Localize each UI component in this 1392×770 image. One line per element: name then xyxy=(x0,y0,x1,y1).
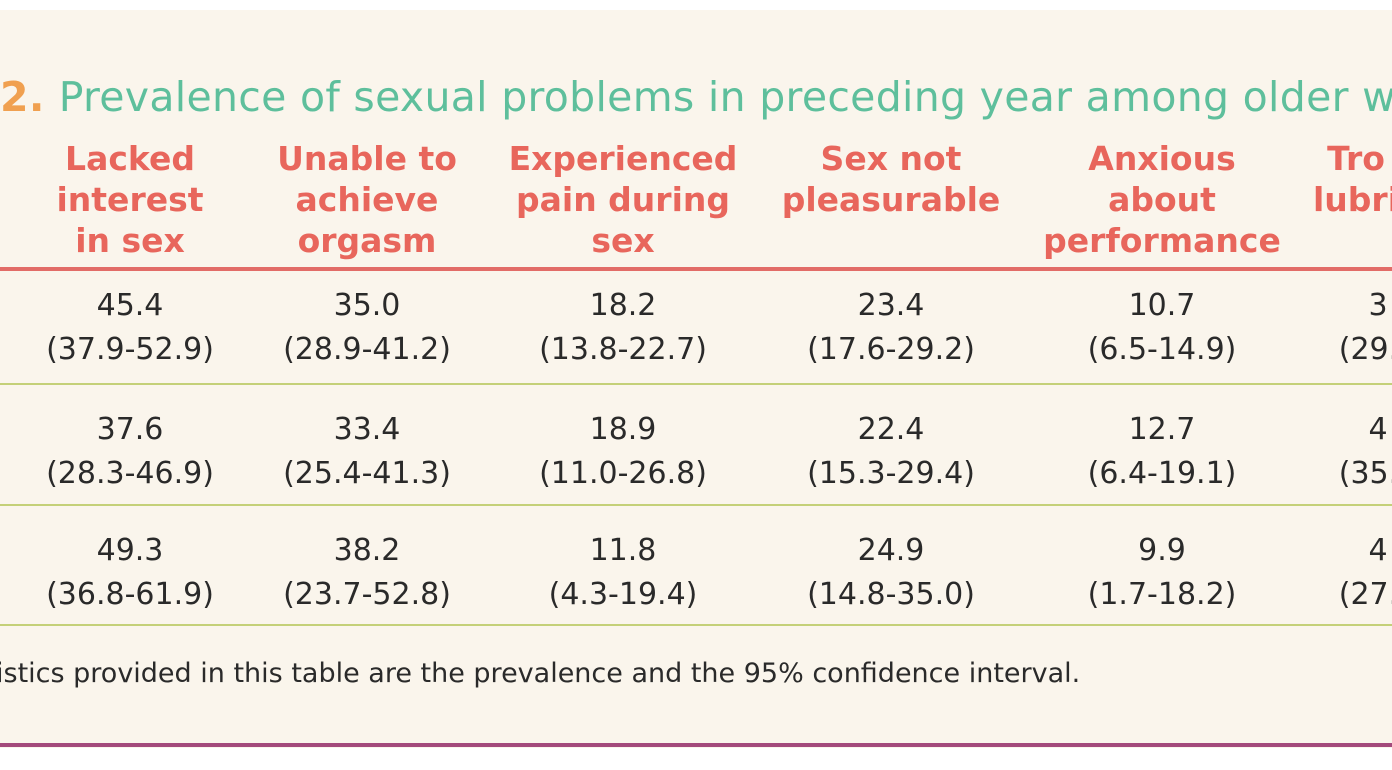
table-cell: 9.9 (1.7-18.2) xyxy=(1087,533,1237,612)
row-divider xyxy=(0,504,1392,506)
table-number: 2. xyxy=(0,73,45,121)
header-anxious-performance: Anxious about performance xyxy=(1043,139,1281,260)
table-cell: 4(35.3 xyxy=(1338,412,1392,491)
table-cell: 18.9 (11.0-26.8) xyxy=(539,412,707,491)
table-title-text: Prevalence of sexual problems in precedi… xyxy=(58,73,1392,121)
table-cell: 11.8 (4.3-19.4) xyxy=(548,533,698,612)
table-figure: 2. Prevalence of sexual problems in prece… xyxy=(0,10,1392,748)
header-rule xyxy=(0,267,1392,271)
header-trouble-lubricating: Tro lubri xyxy=(1312,139,1392,219)
table-cell: 35.0 (28.9-41.2) xyxy=(283,288,451,367)
table-title: 2. Prevalence of sexual problems in prece… xyxy=(0,72,1392,122)
table-cell: 49.3 (36.8-61.9) xyxy=(46,533,214,612)
table-cell: 10.7 (6.5-14.9) xyxy=(1087,288,1237,367)
table-cell: 38.2 (23.7-52.8) xyxy=(283,533,451,612)
header-unable-orgasm: Unable to achieve orgasm xyxy=(277,139,457,260)
table-cell: 3(29.7 xyxy=(1338,288,1392,367)
table-cell: 18.2 (13.8-22.7) xyxy=(539,288,707,367)
table-cell: 45.4 (37.9-52.9) xyxy=(46,288,214,367)
table-cell: 24.9 (14.8-35.0) xyxy=(807,533,975,612)
row-divider xyxy=(0,624,1392,626)
row-divider xyxy=(0,383,1392,385)
header-lacked-interest: Lacked interest in sex xyxy=(56,139,204,260)
table-cell: 23.4 (17.6-29.2) xyxy=(807,288,975,367)
table-cell: 4(27.8 xyxy=(1338,533,1392,612)
table-cell: 22.4 (15.3-29.4) xyxy=(807,412,975,491)
table-footnote: istics provided in this table are the pr… xyxy=(0,658,1081,689)
header-pain-during-sex: Experienced pain during sex xyxy=(508,139,738,260)
bottom-rule xyxy=(0,743,1392,747)
table-cell: 12.7 (6.4-19.1) xyxy=(1087,412,1237,491)
table-cell: 33.4 (25.4-41.3) xyxy=(283,412,451,491)
header-not-pleasurable: Sex not pleasurable xyxy=(781,139,1001,219)
table-cell: 37.6 (28.3-46.9) xyxy=(46,412,214,491)
